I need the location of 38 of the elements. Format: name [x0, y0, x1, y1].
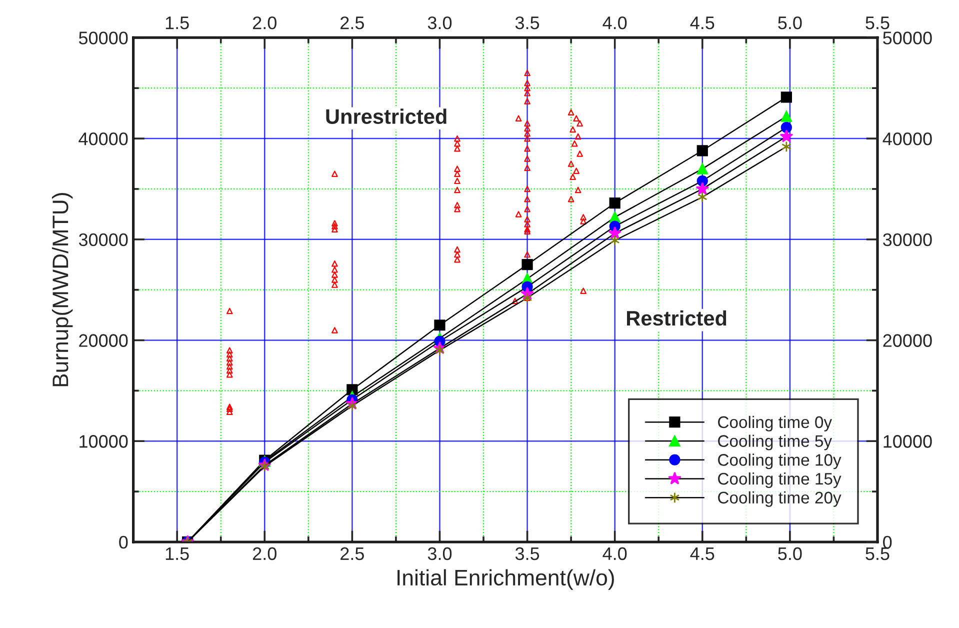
y2-tick-label: 50000 — [883, 32, 932, 44]
y-tick-label: 50000 — [78, 32, 128, 44]
x-tick-label: 2.0 — [252, 547, 276, 560]
legend-label: Cooling time 5y — [718, 434, 832, 450]
y-tick-label: 20000 — [79, 334, 128, 347]
legend-label: Cooling time 20y — [718, 491, 842, 507]
annotation: Restricted — [627, 310, 726, 326]
x2-tick-label: 4.5 — [690, 16, 714, 30]
legend-label: Cooling time 0y — [718, 416, 832, 432]
x2-tick-label: 5.0 — [778, 16, 802, 30]
y-tick-label: 10000 — [80, 435, 128, 448]
x-axis-title: Initial Enrichment(w/o) — [398, 569, 614, 590]
y-tick-label: 30000 — [78, 233, 128, 246]
x-tick-label: 3.0 — [428, 547, 452, 560]
x2-tick-label: 3.0 — [428, 16, 452, 30]
x2-tick-label: 5.5 — [866, 16, 890, 30]
y-axis-title: Burnup(MWD/MTU) — [52, 193, 73, 386]
y2-tick-label: 20000 — [883, 334, 932, 347]
x-tick-label: 4.5 — [690, 547, 714, 560]
y2-tick-label: 40000 — [882, 132, 932, 146]
x-tick-label: 2.5 — [340, 547, 364, 560]
x2-tick-label: 4.0 — [602, 16, 627, 30]
x-tick-label: 3.5 — [515, 547, 540, 560]
x2-tick-label: 2.0 — [252, 16, 276, 30]
legend-label: Cooling time 10y — [718, 454, 842, 470]
x-tick-label: 1.5 — [166, 547, 189, 560]
legend-label: Cooling time 15y — [718, 472, 842, 488]
x-tick-label: 4.0 — [602, 547, 627, 560]
x2-tick-label: 1.5 — [166, 16, 189, 30]
y2-tick-label: 10000 — [884, 435, 932, 448]
y-tick-label: 40000 — [78, 132, 128, 146]
y-tick-label: 0 — [119, 536, 128, 549]
x-tick-label: 5.0 — [778, 547, 802, 560]
x-tick-label: 5.5 — [866, 547, 890, 560]
x2-tick-label: 3.5 — [515, 16, 540, 30]
x2-tick-label: 2.5 — [340, 16, 364, 30]
y2-tick-label: 30000 — [883, 233, 932, 246]
annotation: Unrestricted — [326, 108, 446, 124]
